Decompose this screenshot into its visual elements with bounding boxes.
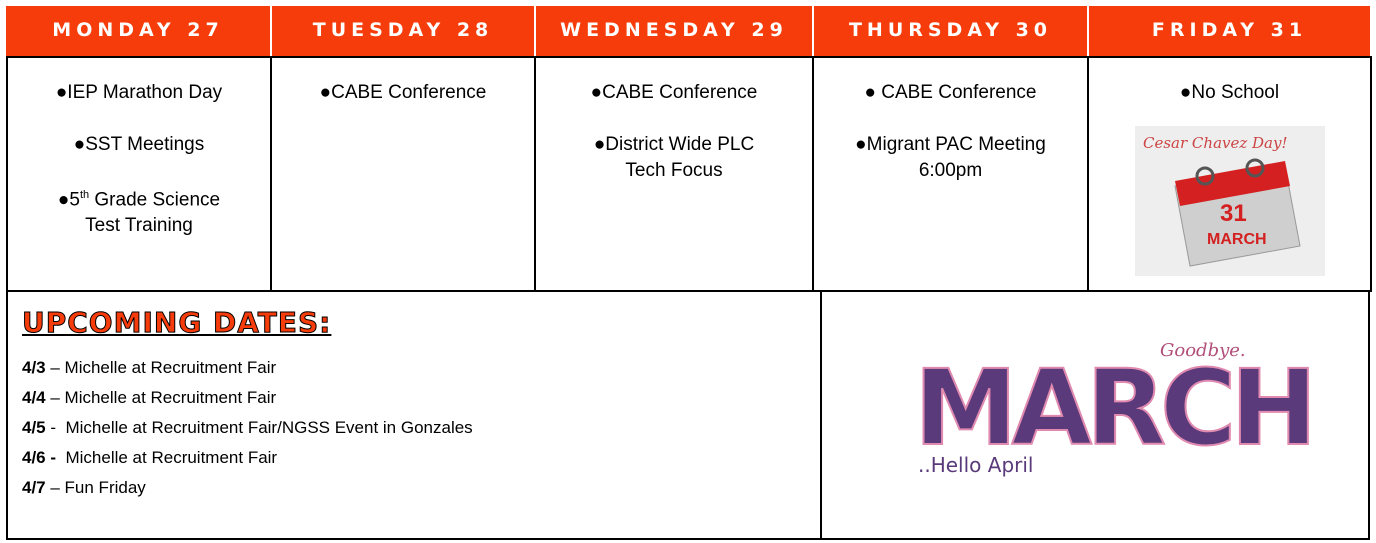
- agenda-item: ●Migrant PAC Meeting 6:00pm: [814, 132, 1087, 184]
- upcoming-entry: 4/4 – Michelle at Recruitment Fair: [22, 383, 820, 413]
- entry-date: 4/7: [22, 478, 46, 497]
- image-panel: Goodbye. MARCH ..Hello April: [820, 290, 1370, 540]
- upcoming-title: UPCOMING DATES:: [22, 306, 332, 340]
- day-cell: ●IEP Marathon Day ●SST Meetings ●5th Grade…: [6, 56, 272, 292]
- calendar-day: 31: [1220, 200, 1247, 227]
- upcoming-panel: UPCOMING DATES: 4/3 – Michelle at Recruit…: [6, 290, 822, 540]
- entry-text: - Michelle at Recruitment Fair/NGSS Even…: [45, 418, 473, 437]
- day-header: TUESDAY 28: [272, 6, 534, 56]
- item-text: Test Training: [85, 215, 193, 237]
- day-header: FRIDAY 31: [1089, 6, 1370, 56]
- item-text: ●No School: [1179, 82, 1280, 103]
- upcoming-entry: 4/3 – Michelle at Recruitment Fair: [22, 353, 820, 383]
- item-text: ●District Wide PLC: [593, 134, 755, 155]
- upcoming-entry: 4/6 - Michelle at Recruitment Fair: [22, 443, 820, 473]
- agenda-item: ●5th Grade Science Test Training: [8, 182, 270, 239]
- ring: [1245, 158, 1265, 178]
- item-text: Tech Focus: [625, 160, 723, 181]
- item-text: Grade Science: [89, 189, 221, 211]
- item-text: ●SST Meetings: [73, 134, 205, 155]
- day-header: THURSDAY 30: [814, 6, 1087, 56]
- day-header: WEDNESDAY 29: [536, 6, 812, 56]
- entry-text: – Michelle at Recruitment Fair: [45, 388, 277, 407]
- item-text: ●CABE Conference: [319, 82, 487, 103]
- entry-text: Michelle at Recruitment Fair: [56, 448, 278, 467]
- day-cell: ●No School Cesar Chavez Day! 31 MARCH: [1087, 56, 1372, 292]
- entry-date: 4/6 -: [22, 448, 57, 467]
- agenda-item: ●CABE Conference: [536, 80, 812, 106]
- entry-date: 4/4: [22, 388, 46, 407]
- item-text: 6:00pm: [918, 160, 983, 181]
- day-cell: ●CABE Conference ●District Wide PLC Tech F…: [534, 56, 814, 292]
- item-text: ●IEP Marathon Day: [55, 82, 223, 103]
- agenda-item: ●District Wide PLC Tech Focus: [536, 132, 812, 184]
- item-text: ●Migrant PAC Meeting: [855, 134, 1046, 155]
- agenda-item: ●No School: [1089, 80, 1370, 106]
- agenda-item: ● CABE Conference: [814, 80, 1087, 106]
- superscript: th: [79, 189, 90, 201]
- march-word: MARCH: [914, 347, 1311, 469]
- agenda-item: ●IEP Marathon Day: [8, 80, 270, 106]
- entry-text: – Fun Friday: [45, 478, 146, 497]
- agenda-item: ●CABE Conference: [272, 80, 534, 106]
- item-text: ● CABE Conference: [864, 82, 1037, 103]
- march-image: Goodbye.MARCH..Hello April: [913, 340, 1318, 477]
- calendar-caption: Cesar Chavez Day!: [1143, 134, 1288, 152]
- upcoming-entry: 4/7 – Fun Friday: [22, 473, 820, 503]
- goodbye-text: Goodbye.: [1160, 340, 1246, 361]
- day-header: MONDAY 27: [6, 6, 270, 56]
- entry-date: 4/5: [22, 418, 46, 437]
- agenda-item: ●SST Meetings: [8, 132, 270, 158]
- entry-text: – Michelle at Recruitment Fair: [45, 358, 277, 377]
- day-cell: ●CABE Conference: [270, 56, 536, 292]
- upcoming-entry: 4/5 - Michelle at Recruitment Fair/NGSS …: [22, 413, 820, 443]
- calendar-image: Cesar Chavez Day! 31 MARCH: [1135, 126, 1325, 276]
- day-cell: ● CABE Conference ●Migrant PAC Meeting 6:0…: [812, 56, 1089, 292]
- ring: [1195, 166, 1215, 186]
- entry-date: 4/3: [22, 358, 46, 377]
- item-text: ●5: [57, 189, 80, 211]
- calendar-month: MARCH: [1207, 231, 1267, 248]
- hello-text: ..Hello April: [918, 453, 1033, 477]
- item-text: ●CABE Conference: [590, 82, 758, 103]
